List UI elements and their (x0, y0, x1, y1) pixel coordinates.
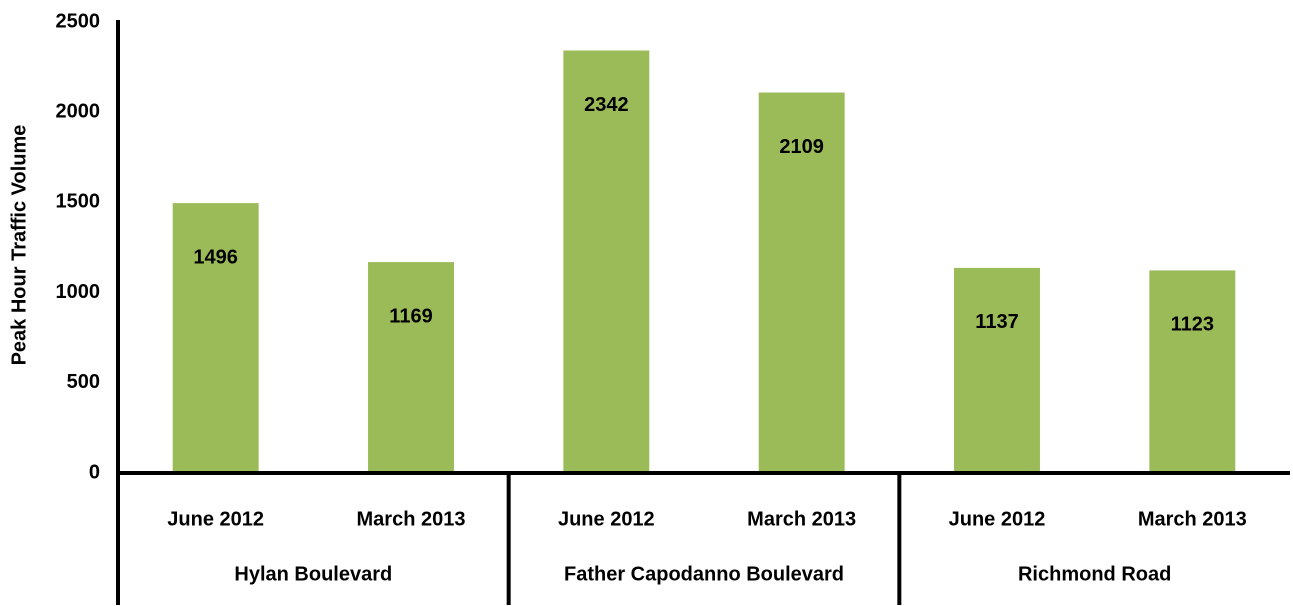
bar (563, 50, 650, 473)
group-label: Hylan Boulevard (234, 563, 392, 585)
x-tick-label: March 2013 (1138, 508, 1247, 530)
data-label: 2109 (779, 136, 824, 158)
x-tick-label: June 2012 (167, 508, 264, 530)
y-tick-label: 2000 (56, 100, 101, 122)
y-tick-label: 2500 (56, 10, 101, 32)
y-tick-label: 1000 (56, 281, 101, 303)
y-tick-label: 500 (67, 371, 100, 393)
bar (954, 267, 1040, 473)
y-tick-label: 1500 (56, 191, 101, 213)
bar (368, 262, 454, 473)
data-label: 1123 (1171, 314, 1214, 336)
bar (1149, 270, 1236, 473)
x-tick-label: March 2013 (357, 508, 466, 530)
x-tick-label: June 2012 (558, 508, 655, 530)
group-label: Father Capodanno Boulevard (564, 563, 844, 585)
bar (172, 203, 259, 474)
y-axis-label: Peak Hour Traffic Volume (8, 125, 30, 366)
group-label: Richmond Road (1018, 563, 1171, 585)
y-tick-label: 0 (89, 461, 100, 483)
x-tick-label: March 2013 (747, 508, 856, 530)
bar (758, 92, 845, 473)
x-tick-label: June 2012 (949, 508, 1046, 530)
data-label: 2342 (584, 94, 629, 116)
data-label: 1137 (975, 311, 1018, 333)
data-label: 1496 (193, 246, 238, 268)
data-label: 1169 (389, 305, 432, 327)
